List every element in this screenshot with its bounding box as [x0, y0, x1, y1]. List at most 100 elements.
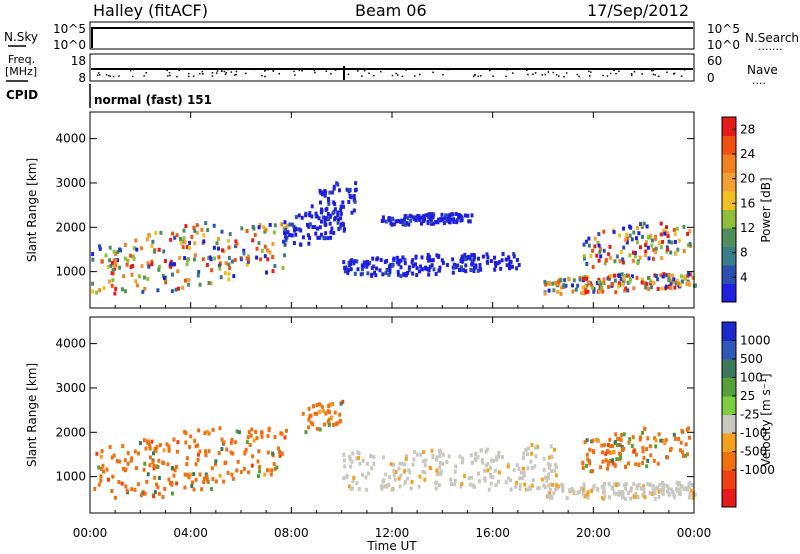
- heatmap-cell: [138, 274, 141, 279]
- nave-dot: [278, 72, 280, 75]
- heatmap-cell: [632, 286, 636, 291]
- heatmap-cell: [193, 253, 197, 258]
- heatmap-cell: [143, 286, 147, 291]
- heatmap-cell: [349, 464, 353, 469]
- heatmap-cell: [395, 260, 399, 265]
- heatmap-cell: [442, 221, 446, 226]
- heatmap-cell: [586, 492, 590, 497]
- heatmap-cell: [315, 403, 319, 407]
- heatmap-cell: [140, 246, 143, 251]
- heatmap-cell: [556, 289, 560, 294]
- heatmap-cell: [134, 279, 138, 284]
- heatmap-cell: [642, 489, 646, 494]
- heatmap-cell: [399, 265, 403, 270]
- heatmap-cell: [242, 466, 246, 471]
- heatmap-cell: [372, 454, 376, 459]
- heatmap-cell: [553, 468, 557, 473]
- heatmap-cell: [108, 258, 112, 263]
- heatmap-cell: [142, 467, 146, 472]
- heatmap-cell: [102, 469, 106, 474]
- heatmap-cell: [152, 463, 156, 468]
- nave-dot: [294, 74, 296, 76]
- heatmap-cell: [508, 260, 512, 264]
- nave-dot: [368, 72, 370, 74]
- heatmap-cell: [584, 239, 588, 244]
- heatmap-cell: [613, 273, 616, 278]
- heatmap-cell: [108, 445, 112, 450]
- heatmap-cell: [270, 468, 274, 473]
- heatmap-cell: [654, 444, 658, 449]
- heatmap-cell: [173, 468, 177, 473]
- heatmap-cell: [666, 247, 670, 252]
- heatmap-cell: [307, 425, 311, 430]
- colorbar-tick-label: 100: [740, 371, 763, 385]
- heatmap-cell: [554, 487, 558, 492]
- nave-dot: [505, 75, 507, 78]
- heatmap-cell: [196, 443, 200, 448]
- nave-dot: [229, 68, 232, 70]
- nave-dot: [254, 68, 256, 71]
- heatmap-cell: [672, 432, 676, 437]
- colorbar-frame: [721, 116, 737, 303]
- heatmap-cell: [414, 255, 418, 260]
- heatmap-cell: [214, 462, 217, 467]
- heatmap-cell: [356, 267, 360, 272]
- heatmap-cell: [611, 458, 614, 463]
- heatmap-cell: [185, 262, 189, 267]
- heatmap-cell: [420, 221, 423, 226]
- heatmap-cell: [592, 289, 596, 294]
- heatmap-cell: [522, 473, 526, 478]
- heatmap-cell: [257, 225, 261, 230]
- heatmap-cell: [345, 474, 349, 479]
- time-tick-label: 04:00: [173, 526, 208, 540]
- heatmap-cell: [489, 472, 492, 477]
- heatmap-cell: [249, 433, 253, 438]
- heatmap-cell: [477, 256, 480, 261]
- nave-dot: [272, 70, 275, 72]
- heatmap-cell: [430, 258, 434, 263]
- heatmap-cell: [191, 480, 194, 485]
- heatmap-cell: [470, 253, 474, 258]
- heatmap-cell: [328, 221, 332, 226]
- heatmap-cell: [259, 257, 262, 262]
- heatmap-cell: [430, 212, 434, 217]
- heatmap-cell: [552, 491, 556, 496]
- heatmap-cell: [419, 264, 423, 269]
- heatmap-cell: [626, 490, 630, 495]
- heatmap-cell: [307, 417, 311, 422]
- heatmap-cell: [632, 494, 636, 499]
- heatmap-cell: [286, 230, 290, 235]
- heatmap-cell: [660, 286, 664, 291]
- heatmap-cell: [411, 258, 415, 263]
- heatmap-cell: [686, 231, 690, 236]
- heatmap-cell: [430, 448, 434, 453]
- heatmap-cell: [121, 466, 125, 471]
- heatmap-cell: [202, 476, 206, 481]
- heatmap-cell: [454, 464, 458, 469]
- heatmap-cell: [645, 464, 649, 469]
- heatmap-cell: [682, 275, 686, 280]
- heatmap-cell: [662, 228, 666, 233]
- heatmap-cell: [266, 434, 270, 438]
- heatmap-cell: [318, 225, 322, 230]
- heatmap-cell: [205, 478, 209, 483]
- heatmap-cell: [384, 219, 388, 224]
- heatmap-cell: [320, 404, 324, 409]
- heatmap-cell: [617, 284, 620, 289]
- heatmap-cell: [660, 245, 663, 250]
- nave-dot: [202, 73, 204, 75]
- heatmap-cell: [536, 445, 540, 449]
- heatmap-cell: [554, 280, 558, 285]
- nave-dot: [301, 70, 303, 72]
- colorbar-tick-label: -500: [740, 445, 767, 459]
- nave-dot: [118, 75, 120, 77]
- heatmap-cell: [661, 480, 664, 485]
- heatmap-cell: [460, 460, 464, 465]
- nave-dot: [456, 68, 459, 70]
- nave-dot: [589, 75, 591, 77]
- heatmap-cell: [319, 200, 322, 205]
- heatmap-cell: [527, 446, 531, 451]
- heatmap-cell: [412, 457, 416, 462]
- heatmap-cell: [662, 483, 666, 488]
- heatmap-cell: [223, 271, 227, 276]
